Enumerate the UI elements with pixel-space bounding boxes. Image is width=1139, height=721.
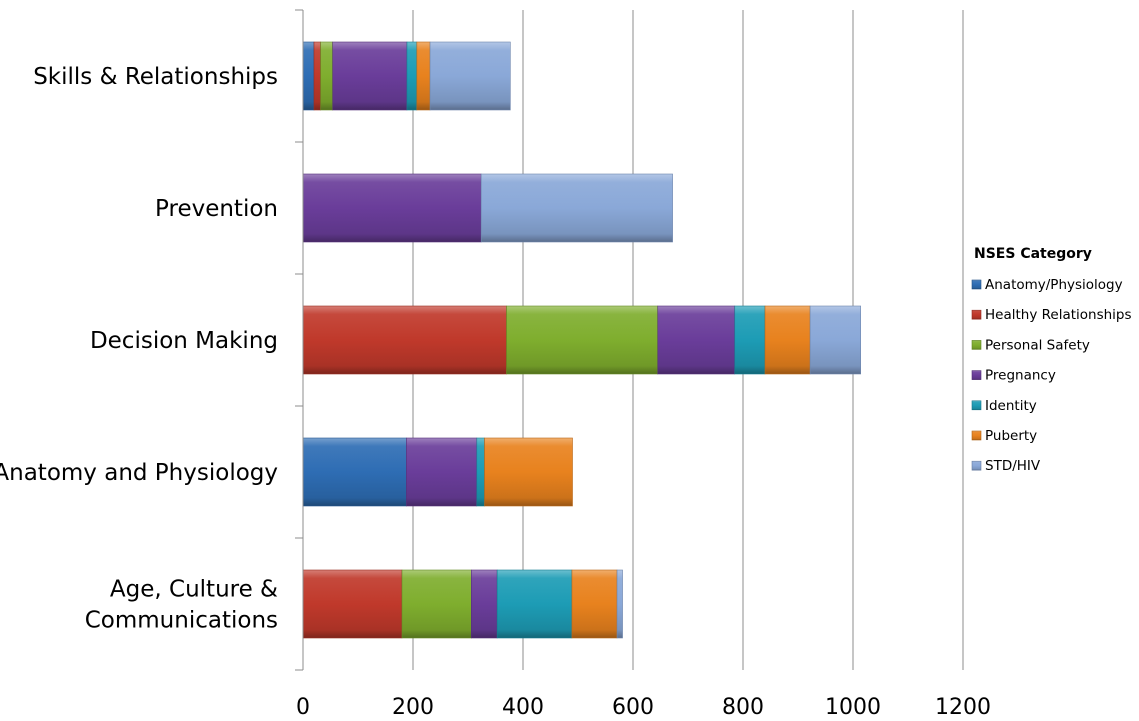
bar-group [302, 437, 573, 507]
bar-segment [571, 569, 618, 639]
x-tick-label: 0 [296, 695, 310, 720]
bar-segment [401, 569, 472, 639]
bar-segment [406, 437, 478, 507]
bar-segment [429, 41, 511, 111]
legend-swatch [971, 340, 982, 350]
legend-swatch [971, 460, 982, 471]
axes: 0 200 400 600 800 1000 1200 Age, Culture & Commu… [0, 9, 991, 720]
bar-group [302, 41, 511, 111]
category-label-line: Skills & Relationships [33, 64, 278, 90]
bar-segment [764, 305, 811, 375]
bar-segment [302, 305, 507, 375]
category-label: Prevention [155, 196, 278, 222]
bar-segment [657, 305, 736, 375]
bar-segment [809, 305, 861, 375]
legend-swatch [971, 309, 982, 320]
legend-label: STD/HIV [985, 458, 1041, 474]
legend-label: Healthy Relationships [985, 307, 1132, 323]
bars [302, 41, 861, 639]
bar-segment [320, 41, 334, 111]
bar-group [302, 569, 623, 639]
legend-swatch [971, 279, 982, 290]
legend-title: NSES Category [974, 246, 1092, 262]
category-label: Skills & Relationships [33, 64, 278, 90]
legend-swatch [971, 430, 982, 441]
category-label-line: Anatomy and Physiology [0, 460, 278, 486]
bar-segment [470, 569, 498, 639]
bar-segment [302, 41, 315, 111]
bar-segment [484, 437, 573, 507]
category-label-line: Communications [85, 608, 278, 634]
category-label: Decision Making [90, 328, 278, 354]
bar-segment [476, 437, 485, 507]
bar-group [302, 305, 861, 375]
legend-label: Personal Safety [985, 337, 1090, 353]
category-label: Age, Culture & Communications [85, 577, 278, 634]
legend-label: Identity [985, 398, 1037, 414]
bar-segment [302, 569, 403, 639]
bar-segment [313, 41, 321, 111]
bar-segment [302, 437, 407, 507]
category-label-line: Age, Culture & [110, 577, 278, 603]
category-label-line: Decision Making [90, 328, 278, 354]
bar-segment [506, 305, 659, 375]
bar-segment [496, 569, 573, 639]
category-label-line: Prevention [155, 196, 278, 222]
bar-segment [416, 41, 431, 111]
category-label: Anatomy and Physiology [0, 460, 278, 486]
bar-segment [302, 173, 482, 243]
x-tick-label: 400 [502, 695, 544, 720]
bar-segment [406, 41, 418, 111]
legend-label: Puberty [985, 428, 1037, 444]
x-tick-label: 1000 [825, 695, 881, 720]
bar-segment [616, 569, 623, 639]
legend-label: Anatomy/Physiology [985, 277, 1123, 293]
x-tick-label: 800 [722, 695, 764, 720]
bar-group [302, 173, 673, 243]
bar-segment [480, 173, 673, 243]
x-tick-label: 200 [392, 695, 434, 720]
legend: NSES Category Anatomy/Physiology Healthy R… [971, 246, 1132, 474]
legend-label: Pregnancy [985, 368, 1056, 384]
bar-segment [734, 305, 766, 375]
x-tick-label: 1200 [935, 695, 991, 720]
legend-swatch [971, 400, 982, 411]
legend-swatch [971, 370, 982, 380]
x-tick-label: 600 [612, 695, 654, 720]
bar-segment [332, 41, 408, 111]
